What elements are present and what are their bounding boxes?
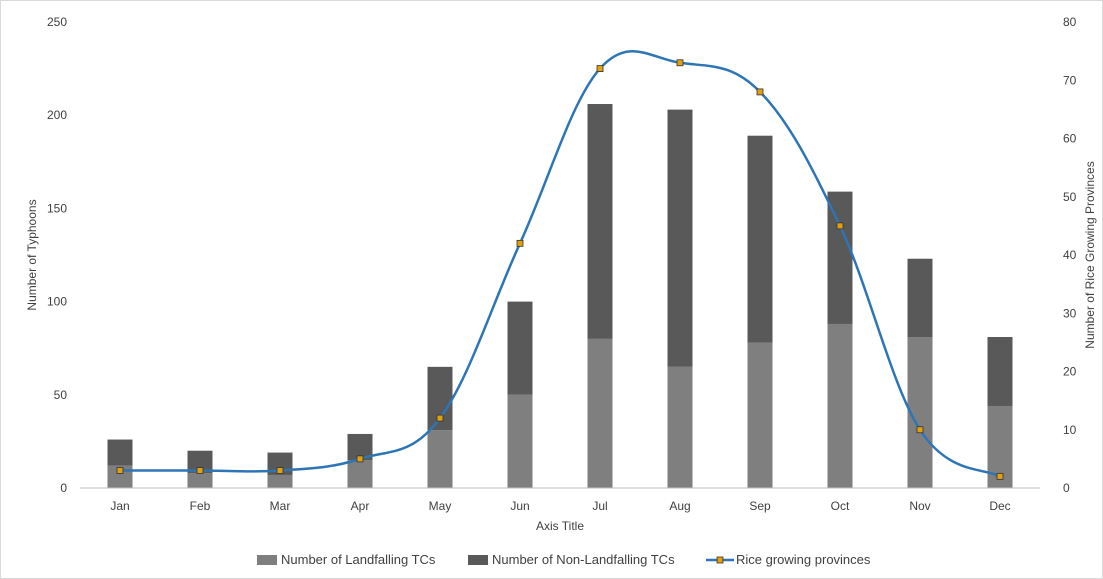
legend-label-non-landfalling: Number of Non-Landfalling TCs	[492, 552, 675, 567]
point-rice-may	[436, 414, 444, 422]
right-tick-label: 40	[1063, 248, 1077, 262]
point-rice-oct	[836, 222, 844, 230]
left-tick-label: 150	[47, 201, 67, 215]
x-tick-label: Nov	[909, 499, 930, 513]
left-tick-label: 200	[47, 108, 67, 122]
bar-landfalling-oct	[827, 323, 853, 488]
point-rice-dec	[996, 472, 1004, 480]
x-tick-label: Sep	[749, 499, 771, 513]
x-tick-label: Mar	[270, 499, 291, 513]
x-tick-label: Dec	[989, 499, 1010, 513]
x-tick-label: Jul	[592, 499, 607, 513]
point-rice-sep	[756, 88, 764, 96]
right-tick-label: 10	[1063, 423, 1077, 437]
left-axis-title: Number of Typhoons	[25, 199, 39, 310]
bar-landfalling-feb	[187, 473, 213, 488]
left-tick-label: 0	[60, 481, 67, 495]
left-tick-label: 50	[54, 388, 68, 402]
x-tick-label: Aug	[669, 499, 690, 513]
right-tick-label: 0	[1063, 481, 1070, 495]
point-rice-jun	[516, 239, 524, 247]
x-tick-label: May	[429, 499, 452, 513]
x-tick-label: Oct	[831, 499, 850, 513]
right-tick-label: 80	[1063, 15, 1077, 29]
legend-label-rice: Rice growing provinces	[736, 552, 871, 567]
point-rice-apr	[356, 455, 364, 463]
right-tick-label: 20	[1063, 365, 1077, 379]
x-axis: Jan Feb Mar Apr May Jun Jul Aug Sep Oct Nov Dec	[110, 499, 1010, 513]
left-tick-label: 250	[47, 15, 67, 29]
bar-landfalling-sep	[747, 342, 773, 488]
bar-landfalling-apr	[347, 460, 373, 488]
bar-non-landfalling-dec	[987, 337, 1013, 406]
point-rice-feb	[196, 467, 204, 474]
x-tick-label: Feb	[190, 499, 211, 513]
point-rice-nov	[916, 426, 924, 434]
point-rice-mar	[276, 467, 284, 474]
x-axis-title: Axis Title	[536, 519, 584, 533]
bar-landfalling-may	[427, 430, 453, 488]
right-tick-label: 30	[1063, 306, 1077, 320]
plot-area	[107, 50, 1013, 488]
bar-non-landfalling-jan	[107, 439, 133, 466]
right-tick-label: 60	[1063, 132, 1077, 146]
x-tick-label: Apr	[351, 499, 370, 513]
right-tick-label: 50	[1063, 190, 1077, 204]
line-rice-growing-provinces	[120, 50, 1001, 478]
legend-swatch-landfalling	[257, 555, 277, 565]
bar-landfalling-jun	[507, 394, 533, 488]
bar-non-landfalling-feb	[187, 450, 213, 474]
bar-non-landfalling-sep	[747, 135, 773, 343]
right-axis-title: Number of Rice Growing Provinces	[1083, 161, 1097, 348]
bar-non-landfalling-jul	[587, 104, 613, 339]
legend-marker-rice	[716, 556, 724, 564]
legend-label-landfalling: Number of Landfalling TCs	[281, 552, 436, 567]
x-tick-label: Jun	[510, 499, 529, 513]
bar-non-landfalling-nov	[907, 258, 933, 338]
bar-non-landfalling-aug	[667, 109, 693, 367]
left-axis: 0 50 100 150 200 250	[47, 15, 67, 495]
bar-non-landfalling-oct	[827, 191, 853, 324]
legend-swatch-non-landfalling	[468, 555, 488, 565]
legend: Number of Landfalling TCs Number of Non-…	[257, 552, 871, 567]
x-tick-label: Jan	[110, 499, 129, 513]
bar-landfalling-jul	[587, 338, 613, 488]
bar-landfalling-aug	[667, 366, 693, 488]
bar-landfalling-mar	[267, 474, 293, 488]
bar-non-landfalling-jun	[507, 301, 533, 395]
point-rice-jul	[596, 65, 604, 72]
right-tick-label: 70	[1063, 73, 1077, 87]
left-tick-label: 100	[47, 295, 67, 309]
right-axis: 0 10 20 30 40 50 60 70 80	[1063, 15, 1077, 495]
point-rice-jan	[116, 467, 124, 474]
point-rice-aug	[676, 59, 684, 67]
